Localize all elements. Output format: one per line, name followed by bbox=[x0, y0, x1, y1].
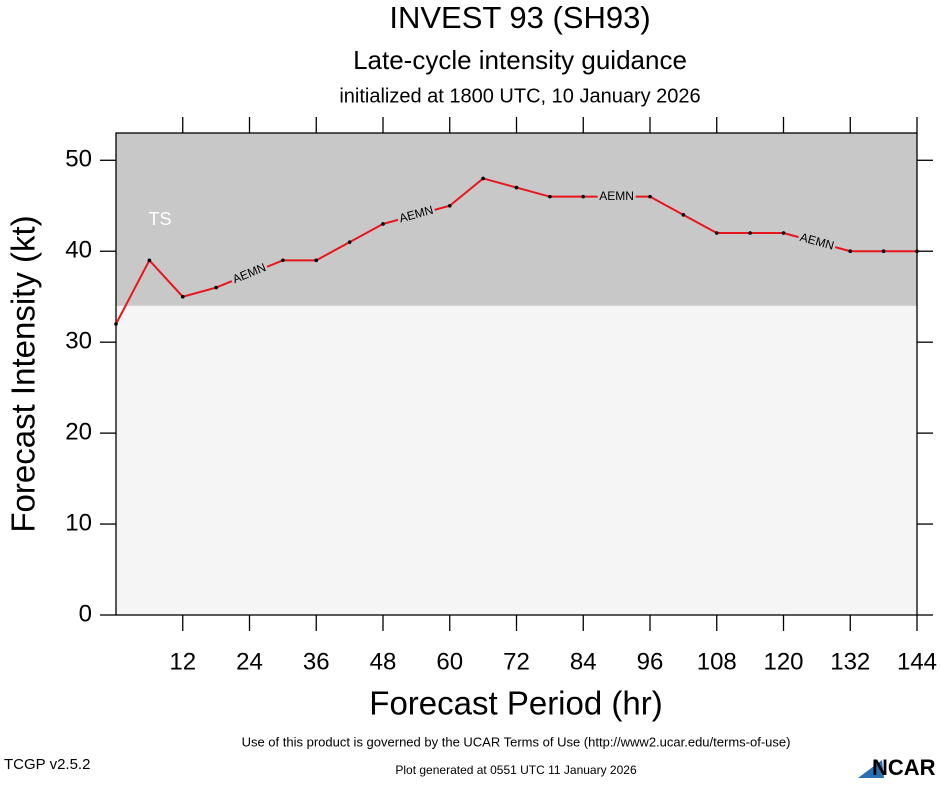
point bbox=[381, 222, 385, 226]
point bbox=[848, 249, 853, 254]
chart-subtitle2: initialized at 1800 UTC, 10 January 2026 bbox=[339, 85, 700, 107]
point bbox=[114, 322, 118, 326]
point bbox=[714, 231, 719, 235]
x-tick-label: 120 bbox=[763, 648, 803, 675]
version: TCGP v2.5.2 bbox=[4, 756, 90, 773]
y-tick-label: 40 bbox=[65, 237, 92, 264]
point bbox=[281, 258, 285, 263]
band-label: TS bbox=[148, 209, 171, 229]
x-axis-title: Forecast Period (hr) bbox=[369, 685, 662, 722]
point bbox=[514, 185, 519, 190]
y-tick-label: 20 bbox=[65, 418, 92, 445]
y-tick-label: 10 bbox=[65, 509, 92, 536]
point bbox=[648, 194, 652, 199]
label-gap bbox=[396, 203, 437, 227]
x-tick-label: 48 bbox=[370, 648, 397, 675]
point bbox=[447, 203, 452, 208]
point bbox=[881, 249, 886, 254]
y-axis-title: Forecast Intensity (kt) bbox=[5, 215, 42, 532]
y-tick-label: 30 bbox=[65, 328, 92, 355]
terms: Use of this product is governed by the U… bbox=[242, 734, 791, 749]
label-gap bbox=[229, 260, 270, 288]
point bbox=[314, 258, 319, 263]
x-tick-label: 24 bbox=[236, 648, 263, 675]
generated: Plot generated at 0551 UTC 11 January 20… bbox=[395, 763, 637, 777]
x-tick-label: 60 bbox=[436, 648, 463, 675]
point bbox=[681, 213, 686, 217]
label-gap bbox=[597, 189, 636, 204]
point bbox=[781, 231, 786, 235]
x-tick-label: 36 bbox=[303, 648, 330, 675]
point bbox=[581, 194, 586, 199]
point bbox=[481, 176, 485, 181]
point bbox=[180, 294, 185, 299]
point bbox=[548, 194, 552, 199]
chart-subtitle: Late-cycle intensity guidance bbox=[353, 45, 687, 75]
x-tick-label: 144 bbox=[897, 648, 937, 675]
point bbox=[347, 240, 352, 244]
x-tick-label: 132 bbox=[830, 648, 870, 675]
point bbox=[147, 258, 152, 263]
logo-mark bbox=[858, 760, 884, 778]
x-tick-label: 72 bbox=[503, 648, 530, 675]
y-tick-label: 0 bbox=[79, 600, 92, 627]
x-tick-label: 12 bbox=[169, 648, 196, 675]
chart-title: INVEST 93 (SH93) bbox=[389, 0, 650, 35]
point bbox=[748, 231, 752, 235]
label-gap bbox=[796, 230, 838, 254]
point bbox=[915, 249, 919, 254]
plot-frame bbox=[115, 132, 918, 616]
logo-text: NCAR bbox=[872, 755, 936, 780]
x-tick-label: 96 bbox=[637, 648, 664, 675]
point bbox=[214, 285, 218, 290]
y-tick-label: 50 bbox=[65, 146, 92, 173]
series-label: AEMN bbox=[599, 189, 634, 203]
x-tick-label: 84 bbox=[570, 648, 597, 675]
x-tick-label: 108 bbox=[697, 648, 737, 675]
